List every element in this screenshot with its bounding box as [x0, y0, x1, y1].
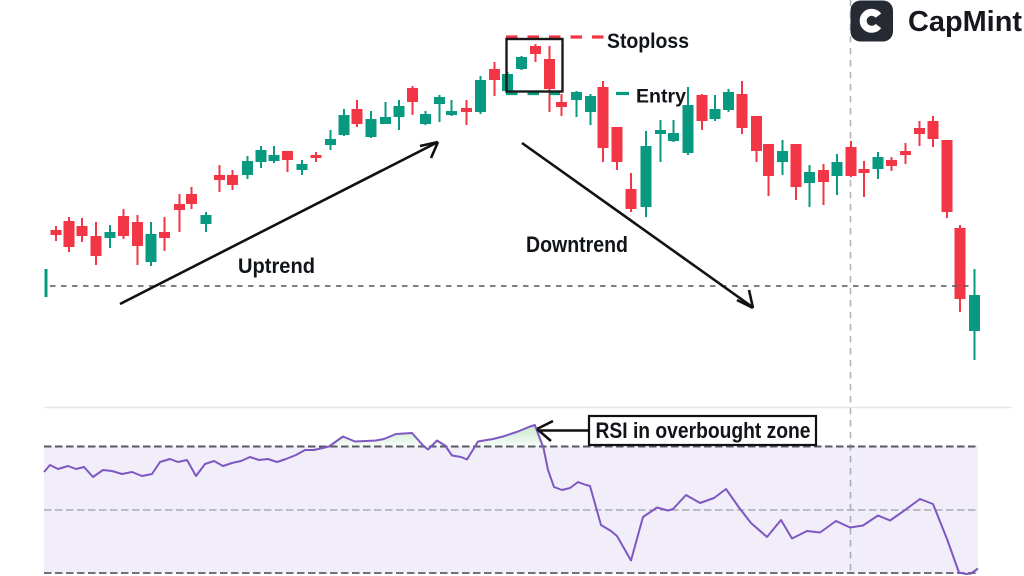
svg-text:Stoploss: Stoploss [607, 29, 689, 53]
svg-text:CapMint: CapMint [908, 6, 1022, 38]
svg-text:RSI in overbought zone: RSI in overbought zone [596, 418, 811, 443]
svg-text:Downtrend: Downtrend [526, 232, 628, 257]
svg-text:Entry: Entry [636, 86, 686, 108]
svg-text:Uptrend: Uptrend [238, 254, 315, 278]
